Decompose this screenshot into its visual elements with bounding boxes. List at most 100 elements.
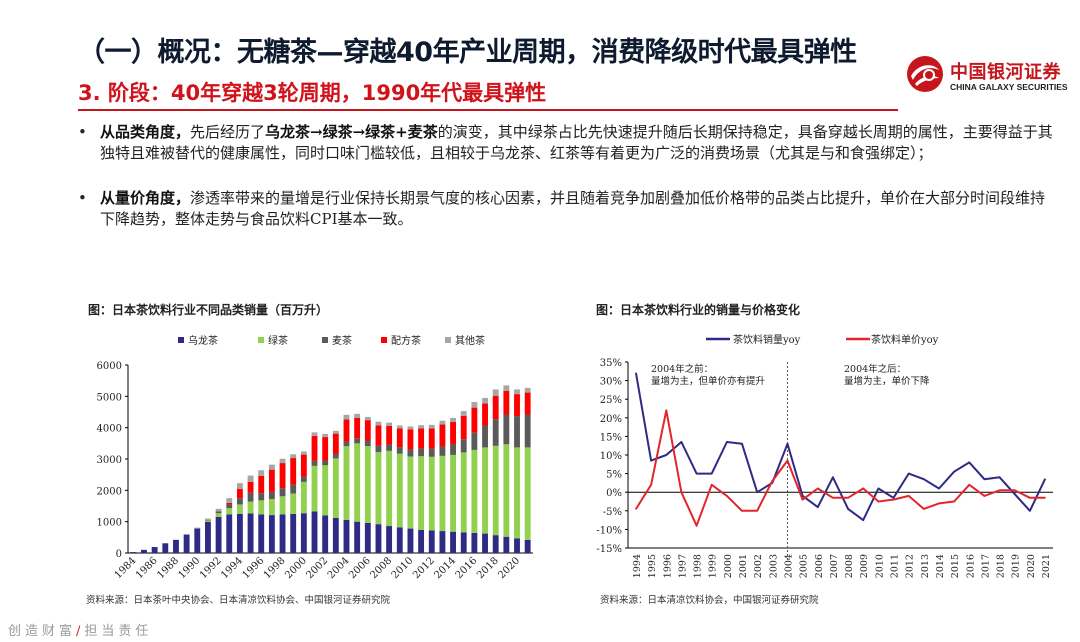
data-point [862,487,865,490]
x-tick-label: 2021 [1041,554,1052,578]
data-point [726,441,728,443]
bar-segment [418,428,425,449]
bar-segment [300,481,307,514]
bar-segment [450,454,456,532]
bar-segment [247,475,254,482]
x-tick-label: 2020 [1026,554,1037,578]
bar-segment [375,425,382,446]
company-logo: 中国银河证券 CHINA GALAXY SECURITIES [905,54,1075,100]
x-tick-label: 2018 [996,554,1007,578]
y-tick-label: 15% [600,432,622,443]
data-point [1044,496,1046,499]
x-tick-label: 2000 [283,555,309,581]
y-tick-label: 1000 [97,518,122,529]
y-tick-label: 6000 [97,361,122,372]
bar-segment [332,453,339,459]
bar-segment [354,417,361,439]
bar-segment [205,521,211,553]
data-point [680,441,683,443]
bar-segment [130,552,137,553]
x-tick-label: 2013 [920,554,931,578]
x-tick-label: 2010 [390,555,416,581]
x-tick-label: 2003 [768,554,779,578]
bar-segment [418,448,425,457]
legend-label: 配方茶 [391,334,421,347]
bar-segment [343,414,350,420]
data-point [907,495,910,497]
bar-segment [311,465,318,512]
bar-segment [322,465,329,516]
series-line [635,373,1046,522]
legend-label: 茶饮料销量yoy [733,333,801,346]
legend-swatch [258,337,264,343]
line-chart-title: 图：日本茶饮料行业的销量与价格变化 [596,303,801,317]
x-tick-label: 2009 [859,554,870,578]
bar-chart: 乌龙茶 绿茶 麦茶 配方茶 其他茶 0 1000 2000 3000 4000 5000 6000 19… [97,334,533,581]
bar-segment [407,429,414,450]
bar-segment [322,433,329,438]
bar-segment [194,528,201,553]
bar-segment [236,513,243,553]
data-point [953,470,955,473]
bar-segment [205,518,211,520]
data-point [695,472,698,475]
x-tick-label: 1986 [134,555,160,581]
y-tick-label: 30% [600,377,622,388]
bar-segment [354,438,361,444]
bar-segment [215,513,222,517]
bar-segment [492,389,499,396]
data-point [907,472,910,475]
bar-segment [236,488,243,499]
bar-segment [439,420,446,425]
data-point [816,487,819,490]
bar-segment [439,531,446,553]
data-point [998,489,1001,492]
x-tick-label: 1998 [262,555,288,581]
bar-segment [364,420,371,441]
bar-segment [396,447,403,454]
annotation-before-text: 量增为主，但单价亦有提升 [651,375,766,387]
bar-segment [471,432,478,450]
bullet-text: 渗透率带来的量增是行业保持长期景气度的核心因素，并且随着竞争加剧叠加低价格带的品… [100,189,1046,228]
x-tick-label: 2007 [829,554,840,578]
bar-segment [290,458,297,485]
y-tick-label: 5% [606,470,622,481]
bar-segment [460,439,467,453]
data-point [1029,510,1031,512]
y-tick-label: 0 [116,549,122,560]
data-point [953,500,955,503]
y-tick-label: -15% [596,544,622,555]
bar-segment [290,513,297,553]
bar-segment [375,421,382,426]
data-point [1013,493,1016,495]
data-point [786,443,789,445]
bar-segment [407,528,414,553]
x-tick-label: 2000 [723,554,734,578]
legend-label: 麦茶 [332,334,352,347]
bar-segment [141,549,147,553]
x-tick-label: 2006 [814,554,825,578]
bar-segment [386,450,393,527]
x-tick-label: 2002 [753,554,764,578]
bar-segment [503,444,510,537]
data-point [680,491,683,493]
bar-segment [343,419,350,442]
bar-segment [258,470,265,476]
data-point [1044,478,1046,480]
bar-segment [300,451,307,455]
x-tick-label: 2017 [980,554,991,578]
bar-segment [354,521,361,553]
bar-segment [375,452,382,525]
bar-segment [375,445,382,453]
bar-segment [215,508,222,512]
bar-segment [428,530,435,553]
bar-segment [279,458,286,464]
data-point [726,495,728,497]
bar-segment [524,539,531,553]
bar-segment [354,413,361,418]
data-point [756,510,758,512]
bar-segment [428,424,435,429]
bar-segment [258,493,265,501]
bar-segment [439,446,446,456]
x-tick-label: 1990 [177,555,203,581]
